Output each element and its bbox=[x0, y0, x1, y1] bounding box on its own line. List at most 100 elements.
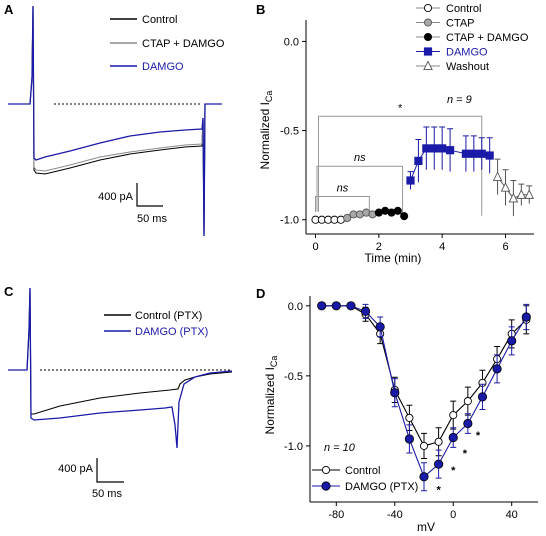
series-line bbox=[321, 305, 527, 447]
data-point bbox=[469, 149, 478, 158]
data-point bbox=[492, 364, 502, 374]
data-point bbox=[492, 171, 503, 181]
panel-d-x-tick-label: 0 bbox=[450, 509, 456, 521]
data-point bbox=[360, 306, 371, 317]
panel-b-y-tick-label: -0.5 bbox=[280, 126, 299, 138]
panel-d-y-tick-label: -1.0 bbox=[284, 441, 303, 453]
data-point bbox=[521, 312, 531, 322]
panel-d-y-tick-label: 0.0 bbox=[288, 301, 303, 313]
data-point bbox=[477, 392, 488, 402]
significance-star: * bbox=[476, 430, 481, 442]
data-point bbox=[419, 472, 429, 482]
significance-star: * bbox=[451, 465, 456, 477]
scalebar-a-y-label: 400 pA bbox=[98, 191, 134, 203]
panel-d-y-axis-label-sub: Ca bbox=[269, 356, 279, 368]
panel-b-brackets: ns ns * bbox=[315, 102, 483, 216]
data-point bbox=[422, 144, 431, 153]
panel-b-y-tick-label: -1.0 bbox=[280, 215, 299, 227]
data-point bbox=[406, 176, 415, 185]
panel-b-legend: Control CTAP CTAP + DAMGO DAMGO Washout bbox=[416, 3, 529, 73]
scalebar-c-x-label: 50 ms bbox=[92, 488, 122, 500]
panel-a: A Control CTAP + DAMGO DAMGO 400 pA 50 m… bbox=[4, 2, 225, 237]
panel-b-x-axis-label: Time (min) bbox=[365, 251, 422, 265]
panel-b-x-tick-label: 4 bbox=[439, 241, 445, 253]
panel-d-x-axis-label: mV bbox=[417, 520, 435, 534]
trace-c-control-ptx bbox=[8, 287, 233, 415]
data-point bbox=[400, 212, 409, 221]
panel-b-y-axis-label-main: Normalized I bbox=[258, 102, 272, 169]
legend-label: Washout bbox=[446, 61, 489, 73]
data-point bbox=[524, 189, 535, 199]
panel-d-x-tick-label: -40 bbox=[387, 509, 403, 521]
data-point bbox=[508, 192, 519, 203]
significance-bracket bbox=[316, 165, 404, 216]
panel-d-y-tick-label: -0.5 bbox=[284, 371, 303, 383]
legend-marker bbox=[423, 60, 433, 71]
panel-d-axes: -80 -40 0 40 0.0 -0.5 -1.0 bbox=[284, 296, 538, 521]
panel-d: D -80 -40 0 40 0.0 -0.5 -1.0 * * * * n = 10 Contr… bbox=[256, 286, 538, 534]
legend-label: Control bbox=[345, 465, 380, 477]
data-point bbox=[405, 413, 414, 422]
data-point bbox=[449, 411, 458, 420]
legend-a-ctap-damgo-label: CTAP + DAMGO bbox=[142, 38, 225, 50]
panel-b-y-axis-label-sub: Ca bbox=[264, 91, 274, 103]
legend-label: Control bbox=[446, 3, 481, 15]
panel-c: C Control (PTX) DAMGO (PTX) 400 pA 50 ms bbox=[4, 284, 233, 500]
panel-d-y-axis-label-main: Normalized I bbox=[263, 367, 277, 434]
panel-b-x-tick-label: 6 bbox=[502, 241, 508, 253]
panel-b-x-tick-label: 2 bbox=[376, 241, 382, 253]
data-point bbox=[331, 301, 341, 311]
data-point bbox=[317, 301, 327, 311]
data-point bbox=[404, 434, 414, 444]
panel-d-n-label: n = 10 bbox=[324, 442, 356, 454]
data-point bbox=[343, 213, 352, 222]
panel-d-x-tick-label: -80 bbox=[328, 509, 344, 521]
data-point bbox=[438, 144, 447, 153]
data-point bbox=[419, 441, 429, 450]
data-point bbox=[463, 397, 472, 406]
legend-label: DAMGO (PTX) bbox=[345, 481, 418, 493]
legend-label: CTAP + DAMGO bbox=[446, 32, 529, 44]
scalebar-c bbox=[96, 458, 124, 483]
significance-star: * bbox=[436, 485, 441, 497]
legend-marker bbox=[423, 32, 433, 42]
significance-label: ns bbox=[337, 183, 349, 195]
trace-a-damgo bbox=[8, 5, 222, 237]
data-point bbox=[346, 301, 356, 311]
significance-label: ns bbox=[354, 152, 366, 164]
panel-b: B 0 2 4 6 0.0 -0.5 -1.0 ns ns * Control CTAP CTAP … bbox=[256, 2, 535, 265]
data-point bbox=[461, 149, 471, 158]
data-point bbox=[500, 182, 511, 192]
panel-d-annotations: * * * * bbox=[436, 430, 480, 497]
legend-a-control-label: Control bbox=[142, 14, 177, 26]
significance-label: * bbox=[398, 102, 403, 114]
data-point bbox=[430, 144, 439, 153]
data-point bbox=[393, 206, 402, 215]
data-point bbox=[448, 432, 458, 443]
data-point bbox=[516, 189, 527, 199]
data-point bbox=[485, 151, 494, 160]
panel-d-y-axis-label: Normalized ICa bbox=[263, 356, 279, 435]
legend-c-control-label: Control (PTX) bbox=[135, 310, 202, 322]
legend-label: DAMGO bbox=[446, 47, 488, 59]
panel-b-n-label: n = 9 bbox=[447, 94, 472, 106]
legend-marker bbox=[423, 18, 433, 27]
panel-b-plot bbox=[311, 126, 535, 224]
data-point bbox=[434, 459, 444, 469]
legend-marker bbox=[321, 465, 331, 475]
scalebar-a bbox=[136, 183, 163, 207]
legend-label: CTAP bbox=[446, 18, 475, 30]
panel-b-y-tick-label: 0.0 bbox=[284, 36, 299, 48]
data-point bbox=[434, 437, 443, 446]
data-point bbox=[375, 322, 385, 332]
data-point bbox=[390, 388, 400, 398]
legend-marker bbox=[423, 47, 433, 56]
panel-d-plot bbox=[317, 301, 531, 492]
panel-c-label: C bbox=[4, 284, 14, 299]
legend-marker bbox=[423, 3, 433, 13]
scalebar-c-y-label: 400 pA bbox=[58, 463, 94, 475]
panel-b-x-tick-label: 0 bbox=[312, 241, 318, 253]
panel-a-label: A bbox=[4, 2, 14, 17]
significance-bracket bbox=[315, 196, 370, 216]
